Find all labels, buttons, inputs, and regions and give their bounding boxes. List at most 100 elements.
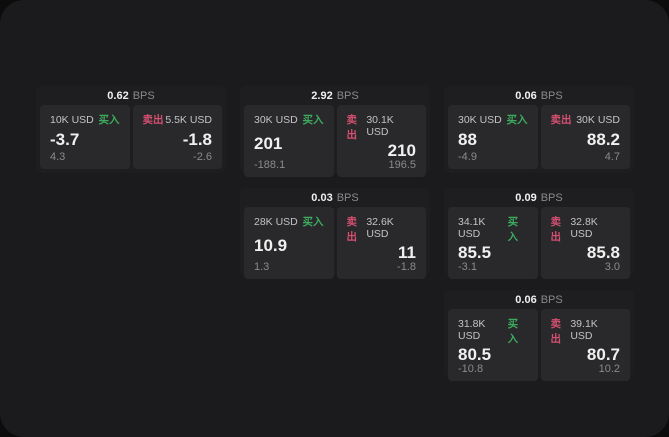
sell-label: 卖出 bbox=[346, 114, 358, 141]
sell-amount: 30.1K USD bbox=[366, 114, 394, 138]
sell-panel-top: 卖出 5.5K USD bbox=[143, 112, 213, 127]
bps-unit-label: BPS bbox=[540, 293, 563, 306]
bps-header: 0.09 BPS bbox=[448, 188, 630, 207]
buy-delta: -3.1 bbox=[458, 261, 477, 273]
bps-value: 2.92 bbox=[311, 89, 333, 102]
buy-panel[interactable]: 28K USD 买入 10.9 1.3 bbox=[244, 207, 334, 279]
bps-header: 2.92 BPS bbox=[244, 86, 426, 105]
buy-amount: 28K USD bbox=[254, 216, 298, 228]
sell-panel[interactable]: 卖出 30K USD 88.2 4.7 bbox=[540, 105, 630, 169]
panel-row: 30K USD 买入 201 -188.1 卖出 30.1K USD 210 1… bbox=[244, 105, 426, 177]
buy-panel[interactable]: 10K USD 买入 -3.7 4.3 bbox=[40, 105, 130, 169]
sell-panel[interactable]: 卖出 5.5K USD -1.8 -2.6 bbox=[132, 105, 222, 169]
sell-amount: 32.6K USD bbox=[366, 216, 394, 240]
sell-panel[interactable]: 卖出 32.6K USD 11 -1.8 bbox=[336, 207, 426, 279]
buy-delta: -188.1 bbox=[254, 159, 286, 171]
sell-delta: -1.8 bbox=[397, 261, 416, 273]
sell-panel[interactable]: 卖出 30.1K USD 210 196.5 bbox=[336, 105, 426, 177]
buy-amount: 30K USD bbox=[254, 114, 298, 126]
sell-panel-top: 卖出 30K USD bbox=[551, 112, 621, 127]
sell-price: 85.8 bbox=[586, 243, 620, 262]
sell-label: 卖出 bbox=[142, 114, 164, 126]
buy-amount: 30K USD bbox=[458, 114, 502, 126]
buy-delta: 4.3 bbox=[50, 151, 66, 163]
buy-panel-top: 30K USD 买入 bbox=[458, 112, 528, 127]
sell-delta: 10.2 bbox=[598, 363, 620, 375]
bps-value: 0.03 bbox=[311, 191, 333, 204]
sell-amount: 30K USD bbox=[576, 114, 620, 126]
bps-value: 0.06 bbox=[515, 89, 537, 102]
bps-unit-label: BPS bbox=[336, 191, 359, 204]
bps-value: 0.09 bbox=[515, 191, 537, 204]
panel-row: 34.1K USD 买入 85.5 -3.1 卖出 32.8K USD 85.8… bbox=[448, 207, 630, 279]
bps-value: 0.62 bbox=[107, 89, 129, 102]
buy-label: 买入 bbox=[507, 318, 519, 345]
card-grid: 0.62 BPS 10K USD 买入 -3.7 4.3 卖出 5.5K USD… bbox=[36, 86, 634, 381]
bps-unit-label: BPS bbox=[540, 191, 563, 204]
quote-card: 0.06 BPS 30K USD 买入 88 -4.9 卖出 30K USD 8… bbox=[444, 86, 634, 173]
sell-amount: 39.1K USD bbox=[570, 318, 598, 342]
sell-panel-top: 卖出 39.1K USD bbox=[551, 316, 621, 346]
panel-row: 10K USD 买入 -3.7 4.3 卖出 5.5K USD -1.8 -2.… bbox=[40, 105, 222, 169]
bps-header: 0.62 BPS bbox=[40, 86, 222, 105]
sell-price: 88.2 bbox=[586, 129, 620, 149]
sell-panel[interactable]: 卖出 39.1K USD 80.7 10.2 bbox=[540, 309, 630, 381]
buy-label: 买入 bbox=[302, 114, 324, 126]
sell-label: 卖出 bbox=[346, 216, 358, 243]
quote-card: 2.92 BPS 30K USD 买入 201 -188.1 卖出 30.1K … bbox=[240, 86, 430, 177]
buy-price: 201 bbox=[254, 133, 283, 153]
buy-delta: 1.3 bbox=[254, 261, 270, 273]
bps-header: 0.03 BPS bbox=[244, 188, 426, 207]
buy-price: 85.5 bbox=[458, 243, 492, 262]
quote-card: 0.06 BPS 31.8K USD 买入 80.5 -10.8 卖出 39.1… bbox=[444, 290, 634, 381]
buy-panel-top: 34.1K USD 买入 bbox=[458, 214, 528, 244]
buy-amount: 10K USD bbox=[50, 114, 94, 126]
buy-delta: -4.9 bbox=[458, 151, 477, 163]
buy-panel[interactable]: 31.8K USD 买入 80.5 -10.8 bbox=[448, 309, 538, 381]
quote-card: 0.09 BPS 34.1K USD 买入 85.5 -3.1 卖出 32.8K… bbox=[444, 188, 634, 279]
buy-panel[interactable]: 30K USD 买入 201 -188.1 bbox=[244, 105, 334, 177]
buy-label: 买入 bbox=[507, 216, 519, 243]
sell-label: 卖出 bbox=[550, 216, 562, 243]
sell-price: 80.7 bbox=[586, 345, 620, 364]
bps-unit-label: BPS bbox=[540, 89, 563, 102]
bps-unit-label: BPS bbox=[132, 89, 155, 102]
buy-label: 买入 bbox=[506, 114, 528, 126]
buy-panel[interactable]: 34.1K USD 买入 85.5 -3.1 bbox=[448, 207, 538, 279]
panel-row: 30K USD 买入 88 -4.9 卖出 30K USD 88.2 4.7 bbox=[448, 105, 630, 169]
buy-price: -3.7 bbox=[50, 129, 80, 149]
buy-label: 买入 bbox=[98, 114, 120, 126]
buy-panel-top: 28K USD 买入 bbox=[254, 214, 324, 229]
sell-label: 卖出 bbox=[550, 318, 562, 345]
bps-header: 0.06 BPS bbox=[448, 86, 630, 105]
sell-delta: 4.7 bbox=[604, 151, 620, 163]
bps-value: 0.06 bbox=[515, 293, 537, 306]
sell-price: 210 bbox=[387, 141, 416, 160]
sell-panel[interactable]: 卖出 32.8K USD 85.8 3.0 bbox=[540, 207, 630, 279]
buy-price: 88 bbox=[458, 129, 477, 149]
buy-price: 10.9 bbox=[254, 235, 288, 255]
sell-label: 卖出 bbox=[550, 114, 572, 126]
sell-price: 11 bbox=[398, 243, 416, 262]
sell-delta: 196.5 bbox=[388, 159, 416, 171]
sell-delta: -2.6 bbox=[193, 151, 212, 163]
sell-panel-top: 卖出 32.8K USD bbox=[551, 214, 621, 244]
bps-header: 0.06 BPS bbox=[448, 290, 630, 309]
sell-panel-top: 卖出 30.1K USD bbox=[347, 112, 417, 142]
buy-amount: 34.1K USD bbox=[458, 216, 486, 240]
buy-label: 买入 bbox=[302, 216, 324, 228]
sell-price: -1.8 bbox=[182, 129, 212, 149]
panel-row: 31.8K USD 买入 80.5 -10.8 卖出 39.1K USD 80.… bbox=[448, 309, 630, 381]
buy-panel[interactable]: 30K USD 买入 88 -4.9 bbox=[448, 105, 538, 169]
bps-unit-label: BPS bbox=[336, 89, 359, 102]
sell-delta: 3.0 bbox=[604, 261, 620, 273]
sell-panel-top: 卖出 32.6K USD bbox=[347, 214, 417, 244]
sell-amount: 32.8K USD bbox=[570, 216, 598, 240]
buy-amount: 31.8K USD bbox=[458, 318, 486, 342]
buy-delta: -10.8 bbox=[458, 363, 484, 375]
buy-panel-top: 30K USD 买入 bbox=[254, 112, 324, 127]
buy-price: 80.5 bbox=[458, 345, 492, 364]
panel-row: 28K USD 买入 10.9 1.3 卖出 32.6K USD 11 -1.8 bbox=[244, 207, 426, 279]
quote-card: 0.03 BPS 28K USD 买入 10.9 1.3 卖出 32.6K US… bbox=[240, 188, 430, 279]
